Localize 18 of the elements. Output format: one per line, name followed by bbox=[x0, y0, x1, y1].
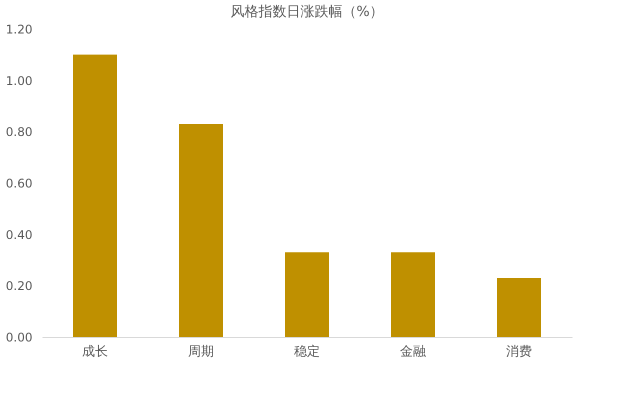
x-tick-label: 成长 bbox=[82, 344, 108, 360]
y-tick-label: 0.60 bbox=[6, 176, 32, 190]
x-tick-label: 消费 bbox=[506, 344, 532, 360]
y-tick-label: 0.80 bbox=[6, 125, 32, 140]
x-tick-label: 周期 bbox=[188, 344, 214, 360]
bar bbox=[497, 278, 541, 337]
y-tick-label: 0.00 bbox=[6, 330, 32, 344]
y-tick-label: 0.40 bbox=[6, 228, 32, 242]
bar bbox=[179, 124, 223, 337]
bar bbox=[73, 54, 117, 337]
y-tick-label: 0.20 bbox=[6, 279, 32, 294]
y-tick-label: 1.20 bbox=[6, 22, 32, 36]
bar bbox=[391, 252, 435, 337]
x-tick-label: 稳定 bbox=[294, 344, 320, 360]
y-tick-label: 1.00 bbox=[6, 74, 32, 88]
bar bbox=[285, 252, 329, 337]
x-tick-label: 金融 bbox=[400, 344, 426, 360]
chart-title: 风格指数日涨跌幅（%） bbox=[230, 4, 384, 20]
